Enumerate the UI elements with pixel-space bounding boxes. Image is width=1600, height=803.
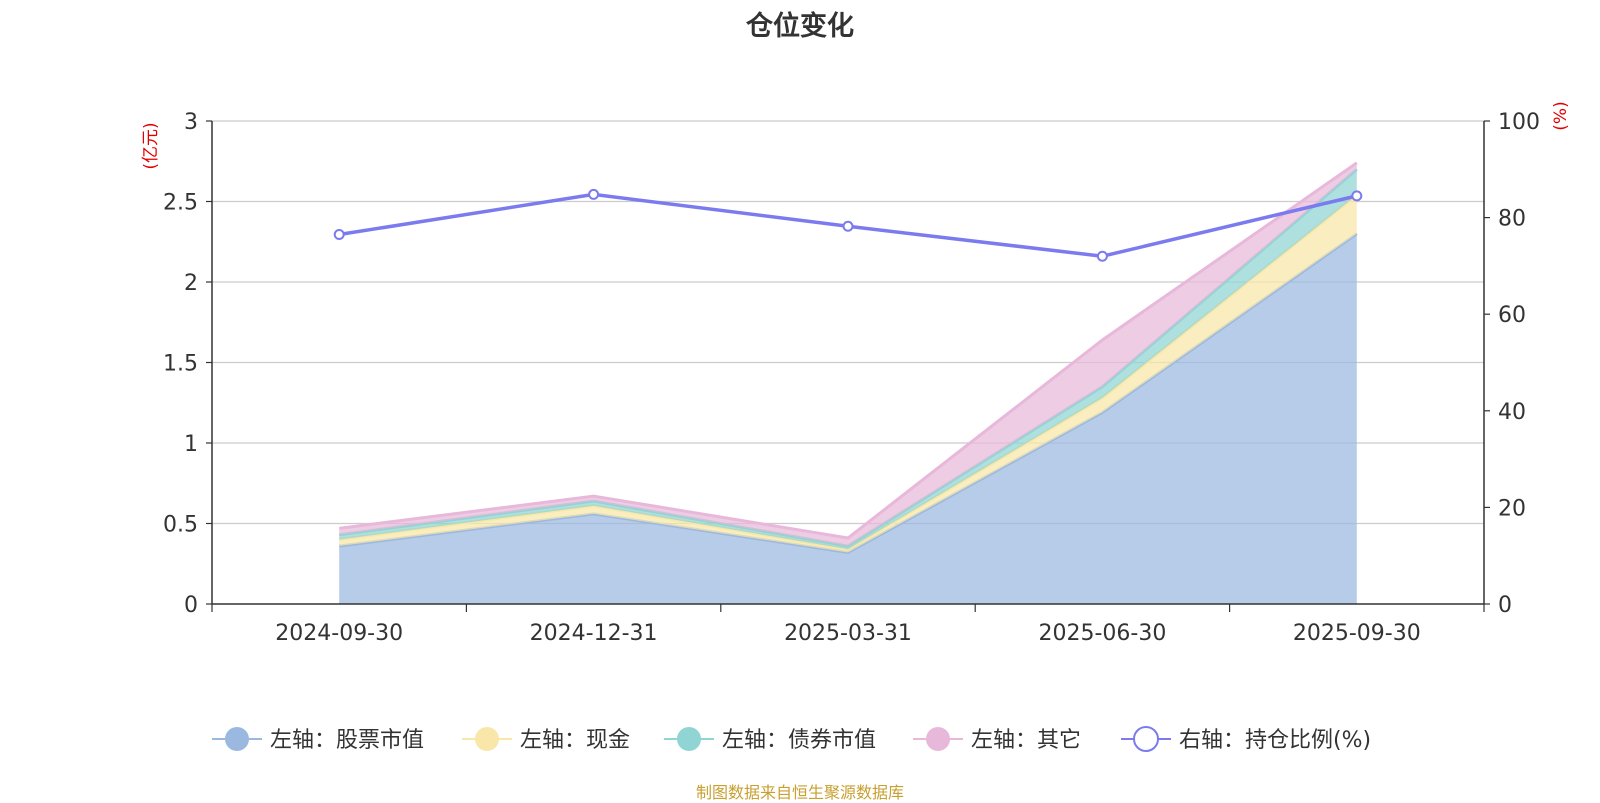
line-point xyxy=(1351,190,1363,202)
legend-label: 左轴：股票市值 xyxy=(270,728,424,753)
source-note: 制图数据来自恒生聚源数据库 xyxy=(695,783,904,802)
right-tick-label: 100 xyxy=(1498,110,1540,135)
line-point xyxy=(842,220,854,232)
area-series xyxy=(339,161,1358,604)
legend-marker xyxy=(677,727,701,751)
area-左轴：现金 xyxy=(339,195,1357,553)
left-tick-label: 0.5 xyxy=(163,513,198,538)
x-tick-label: 2025-06-30 xyxy=(1038,621,1166,646)
x-tick-label: 2025-03-31 xyxy=(784,621,912,646)
legend-label: 左轴：债券市值 xyxy=(722,728,876,753)
left-tick-label: 1.5 xyxy=(163,352,198,377)
right-tick-label: 60 xyxy=(1498,303,1526,328)
legend-label: 右轴：持仓比例(%) xyxy=(1179,728,1371,753)
area-左轴：股票市值 xyxy=(339,233,1357,604)
legend: 左轴：股票市值 左轴：现金 左轴：债券市值 左轴：其它 右轴：持仓比例(%) xyxy=(212,726,1371,753)
area-edge-左轴：其它 xyxy=(339,161,1358,540)
x-tick-label: 2024-12-31 xyxy=(530,621,658,646)
chart-title: 仓位变化 xyxy=(746,11,854,42)
legend-marker xyxy=(225,727,249,751)
x-tick-label: 2025-09-30 xyxy=(1293,621,1421,646)
left-axis-unit: (亿元) xyxy=(141,122,161,169)
line-point xyxy=(1096,250,1108,262)
left-tick-label: 3 xyxy=(184,110,198,135)
x-tick-label: 2024-09-30 xyxy=(275,621,403,646)
axes: 0 0.5 1 1.5 2 2.5 3 0 20 40 60 80 100 2024-09-30 2024-… xyxy=(141,101,1571,646)
right-tick-label: 80 xyxy=(1498,207,1526,232)
legend-marker xyxy=(926,727,950,751)
left-tick-label: 2 xyxy=(184,271,198,296)
legend-marker xyxy=(1133,726,1159,752)
right-tick-label: 40 xyxy=(1498,400,1526,425)
left-tick-label: 1 xyxy=(184,432,198,457)
line-point xyxy=(333,229,345,241)
legend-marker xyxy=(475,727,499,751)
left-tick-label: 2.5 xyxy=(163,191,198,216)
line-point xyxy=(588,188,600,200)
legend-label: 左轴：现金 xyxy=(520,728,630,753)
right-axis-unit: (%) xyxy=(1551,101,1571,130)
left-tick-label: 0 xyxy=(184,593,198,618)
right-tick-label: 20 xyxy=(1498,496,1526,521)
right-tick-label: 0 xyxy=(1498,593,1512,618)
legend-label: 左轴：其它 xyxy=(971,728,1081,753)
line-series xyxy=(333,188,1363,262)
